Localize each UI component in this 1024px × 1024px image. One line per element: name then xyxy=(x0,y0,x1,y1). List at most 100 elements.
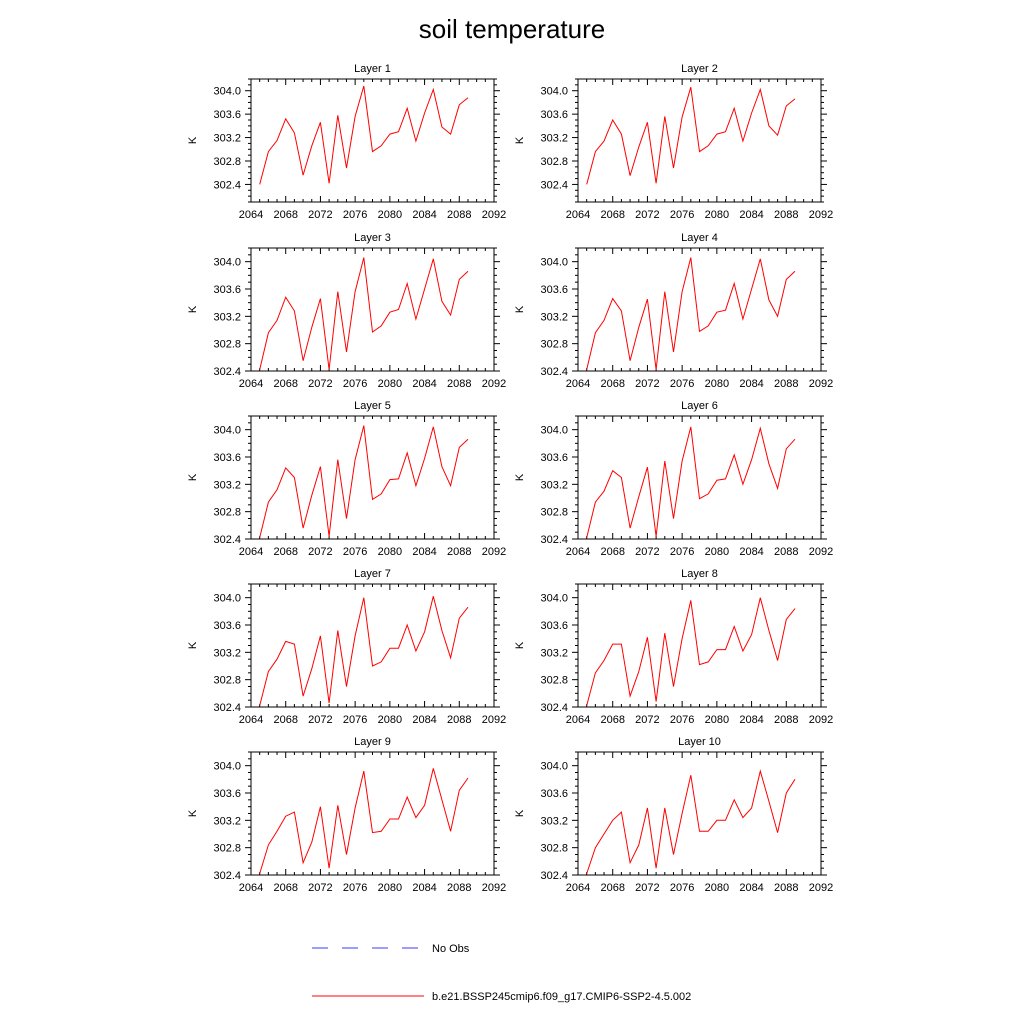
panel-title: Layer 1 xyxy=(354,63,391,75)
x-tick-label: 2092 xyxy=(809,378,833,390)
y-tick-label: 303.2 xyxy=(213,479,241,491)
y-axis-label: K xyxy=(514,136,526,144)
legend-label-1: No Obs xyxy=(432,943,470,955)
y-axis-label: K xyxy=(514,305,526,313)
y-tick-label: 303.6 xyxy=(540,109,568,121)
y-axis-label: K xyxy=(187,641,199,649)
y-tick-label: 302.4 xyxy=(213,366,241,378)
x-tick-label: 2072 xyxy=(635,882,659,894)
x-tick-label: 2080 xyxy=(705,546,729,558)
y-tick-label: 302.8 xyxy=(213,339,241,351)
y-tick-label: 304.0 xyxy=(213,257,241,269)
panel-layer-3: Layer 3 2064 2068 2072 2076 2080 2084 2088 2092 3… xyxy=(187,232,506,390)
plot-frame xyxy=(577,78,822,203)
plot-frame xyxy=(577,415,822,540)
y-tick-label: 304.0 xyxy=(213,425,241,437)
panel-layer-2: Layer 2 2064 2068 2072 2076 2080 2084 2088 2092 3… xyxy=(514,63,833,221)
series-line xyxy=(259,425,469,538)
series-line xyxy=(586,426,796,538)
x-tick-label: 2064 xyxy=(566,209,590,221)
series-line xyxy=(586,87,796,185)
x-tick-label: 2084 xyxy=(739,378,763,390)
y-tick-label: 302.4 xyxy=(540,870,568,882)
y-tick-label: 303.2 xyxy=(540,815,568,827)
series-line xyxy=(586,769,796,874)
y-tick-label: 304.0 xyxy=(540,761,568,773)
panel-title: Layer 4 xyxy=(681,232,718,244)
y-axis-label: K xyxy=(187,305,199,313)
plot-frame xyxy=(250,78,495,203)
x-tick-label: 2076 xyxy=(343,714,367,726)
x-tick-label: 2072 xyxy=(635,209,659,221)
panel-layer-1: Layer 1 2064 2068 2072 2076 2080 2084 2088 2092 3… xyxy=(187,63,506,221)
panel-title: Layer 10 xyxy=(678,736,721,748)
x-tick-label: 2092 xyxy=(809,209,833,221)
y-axis-label: K xyxy=(514,473,526,481)
panel-title: Layer 7 xyxy=(354,568,391,580)
x-tick-label: 2084 xyxy=(412,882,436,894)
x-tick-label: 2080 xyxy=(378,378,402,390)
x-tick-label: 2064 xyxy=(566,546,590,558)
y-tick-label: 302.8 xyxy=(213,156,241,168)
x-tick-label: 2092 xyxy=(482,209,506,221)
x-tick-label: 2072 xyxy=(308,378,332,390)
x-tick-label: 2084 xyxy=(739,209,763,221)
x-tick-label: 2088 xyxy=(447,209,471,221)
panel-layer-8: Layer 8 2064 2068 2072 2076 2080 2084 2088 2092 3… xyxy=(514,568,833,726)
x-tick-label: 2092 xyxy=(809,546,833,558)
y-tick-label: 304.0 xyxy=(540,257,568,269)
x-tick-label: 2092 xyxy=(809,714,833,726)
y-tick-label: 303.6 xyxy=(540,452,568,464)
y-tick-label: 304.0 xyxy=(540,86,568,98)
x-tick-label: 2084 xyxy=(412,714,436,726)
x-tick-label: 2072 xyxy=(635,546,659,558)
y-tick-label: 303.2 xyxy=(540,479,568,491)
y-tick-label: 304.0 xyxy=(213,761,241,773)
y-tick-label: 302.4 xyxy=(213,870,241,882)
y-axis-label: K xyxy=(187,809,199,817)
y-axis-label: K xyxy=(514,809,526,817)
panel-layer-5: Layer 5 2064 2068 2072 2076 2080 2084 2088 2092 3… xyxy=(187,400,506,558)
y-tick-label: 302.8 xyxy=(540,675,568,687)
y-tick-label: 303.6 xyxy=(213,620,241,632)
x-tick-label: 2068 xyxy=(273,209,297,221)
x-tick-label: 2080 xyxy=(378,882,402,894)
x-tick-label: 2092 xyxy=(482,378,506,390)
y-axis-label: K xyxy=(187,473,199,481)
x-tick-label: 2076 xyxy=(343,546,367,558)
panel-layer-10: Layer 10 2064 2068 2072 2076 2080 2084 2088 2092… xyxy=(514,736,833,894)
x-tick-label: 2076 xyxy=(670,882,694,894)
y-tick-label: 303.6 xyxy=(540,620,568,632)
x-tick-label: 2068 xyxy=(273,546,297,558)
y-tick-label: 303.6 xyxy=(540,284,568,296)
x-tick-label: 2080 xyxy=(705,209,729,221)
y-tick-label: 302.4 xyxy=(540,534,568,546)
x-tick-label: 2064 xyxy=(566,714,590,726)
x-tick-label: 2088 xyxy=(774,882,798,894)
panel-layer-7: Layer 7 2064 2068 2072 2076 2080 2084 2088 2092 3… xyxy=(187,568,506,726)
x-tick-label: 2068 xyxy=(273,714,297,726)
series-line xyxy=(259,768,469,874)
y-tick-label: 302.8 xyxy=(540,156,568,168)
x-tick-label: 2088 xyxy=(774,378,798,390)
x-tick-label: 2068 xyxy=(273,882,297,894)
plot-frame xyxy=(250,751,495,876)
x-tick-label: 2064 xyxy=(566,882,590,894)
y-axis-label: K xyxy=(514,641,526,649)
x-tick-label: 2068 xyxy=(600,378,624,390)
y-tick-label: 303.6 xyxy=(213,109,241,121)
panel-title: Layer 5 xyxy=(354,400,391,412)
x-tick-label: 2092 xyxy=(482,546,506,558)
x-tick-label: 2080 xyxy=(705,882,729,894)
x-tick-label: 2088 xyxy=(774,546,798,558)
x-tick-label: 2064 xyxy=(239,209,263,221)
x-tick-label: 2068 xyxy=(600,714,624,726)
y-tick-label: 302.4 xyxy=(213,179,241,191)
y-tick-label: 303.2 xyxy=(213,311,241,323)
x-tick-label: 2084 xyxy=(739,546,763,558)
figure-title: soil temperature xyxy=(418,14,606,44)
x-tick-label: 2076 xyxy=(670,209,694,221)
x-tick-label: 2068 xyxy=(600,209,624,221)
x-tick-label: 2084 xyxy=(412,546,436,558)
